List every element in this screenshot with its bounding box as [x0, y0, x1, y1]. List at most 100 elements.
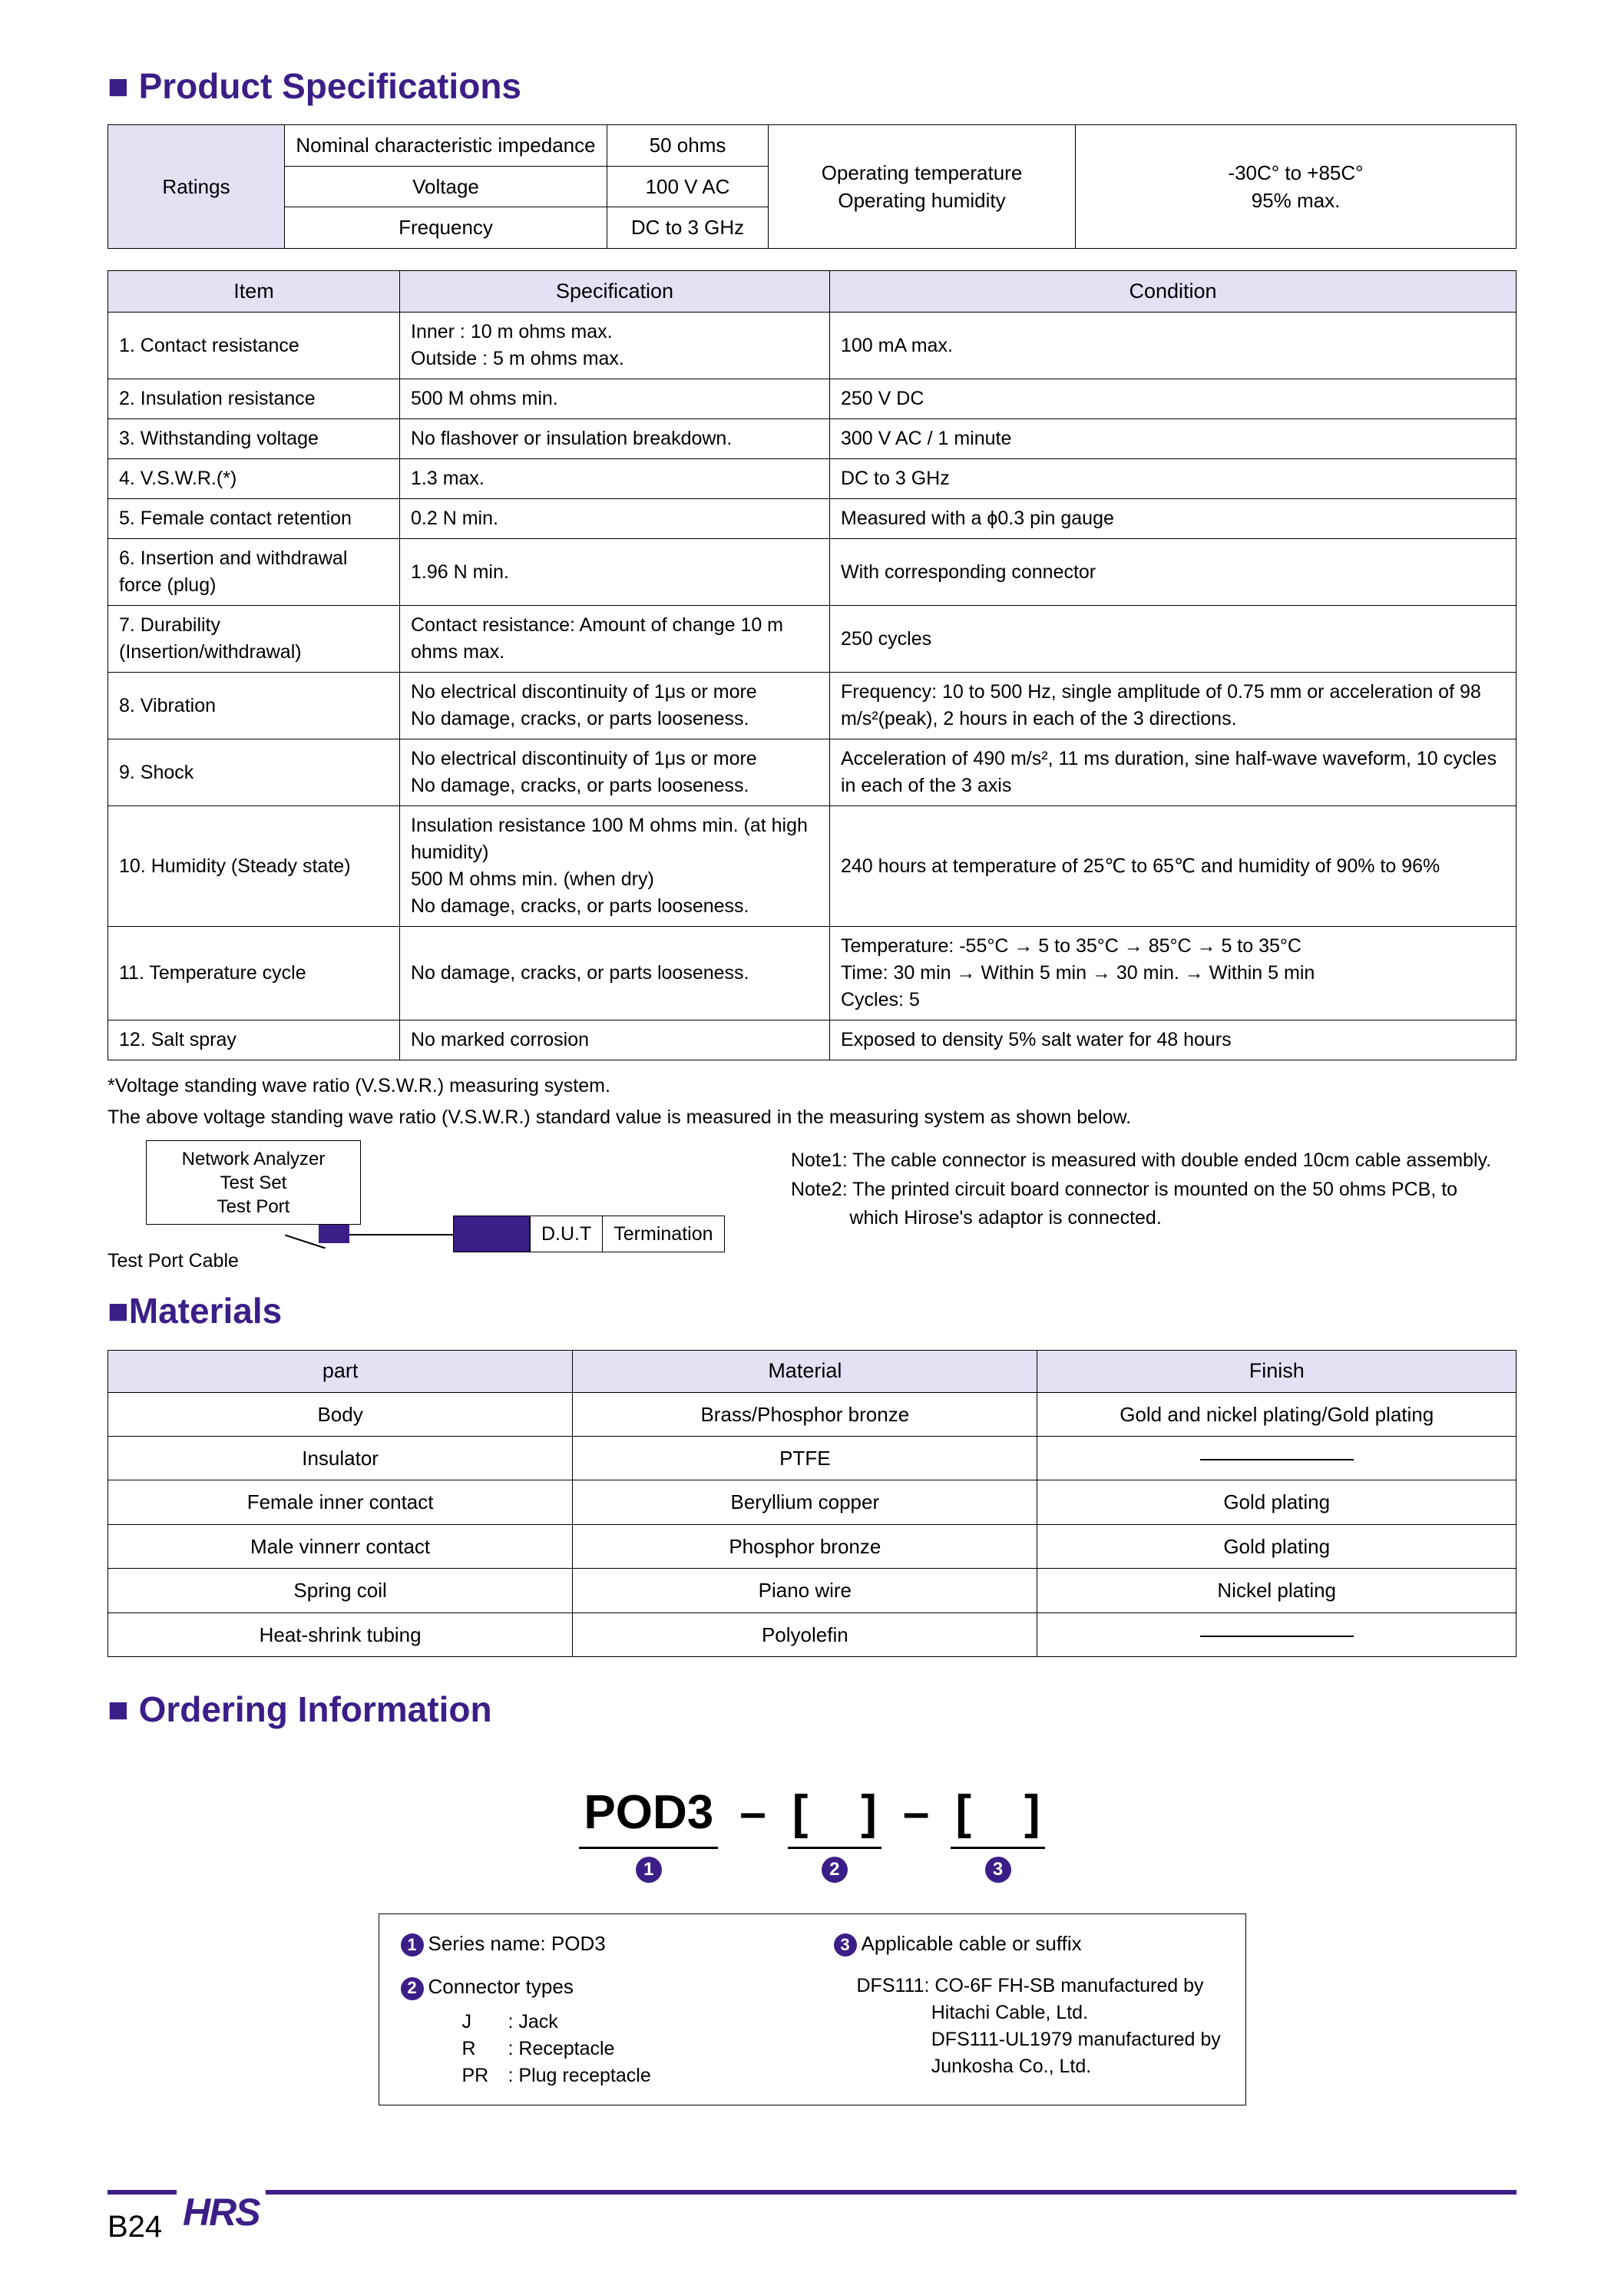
spec-item: 11. Temperature cycle	[108, 927, 400, 1020]
spec-item: 6. Insertion and withdrawal force (plug)	[108, 539, 400, 606]
spec-condition: 250 cycles	[830, 606, 1517, 673]
spec-row: 2. Insulation resistance500 M ohms min.2…	[108, 379, 1517, 419]
termination-label: Termination	[602, 1216, 723, 1252]
dut-box	[453, 1216, 530, 1252]
ratings-row-value: 100 V AC	[607, 166, 769, 207]
materials-row: Male vinnerr contactPhosphor bronzeGold …	[108, 1524, 1517, 1568]
legend-3: 3Applicable cable or suffix	[834, 1930, 1224, 1957]
ratings-env-label: Operating temperature Operating humidity	[769, 125, 1076, 248]
materials-material: Piano wire	[573, 1569, 1037, 1612]
spec-row: 4. V.S.W.R.(*)1.3 max.DC to 3 GHz	[108, 459, 1517, 499]
test-port-cable-label: Test Port Cable	[107, 1248, 239, 1275]
spec-specification: Inner : 10 m ohms max. Outside : 5 m ohm…	[400, 313, 830, 379]
spec-row: 11. Temperature cycleNo damage, cracks, …	[108, 927, 1517, 1020]
ord-dash: –	[739, 1780, 766, 1847]
spec-condition: Temperature: -55°C → 5 to 35°C → 85°C → …	[830, 927, 1517, 1020]
ord-series: POD3	[579, 1780, 718, 1849]
ord-circle-2: 2	[822, 1857, 848, 1883]
materials-material: Beryllium copper	[573, 1480, 1037, 1524]
hrs-logo: HRS	[177, 2185, 266, 2239]
ord-bracket-2: [ ]	[788, 1780, 881, 1849]
diagram-notes: Note1: The cable connector is measured w…	[791, 1140, 1491, 1233]
legend-1: 1Series name: POD3	[401, 1930, 791, 1957]
ord-type-row: R: Receptacle	[462, 2036, 791, 2062]
specs-table: Item Specification Condition 1. Contact …	[107, 270, 1517, 1061]
page-number: B24	[107, 2210, 162, 2244]
ratings-row-name: Frequency	[285, 207, 607, 248]
ord-cable-text: DFS111: CO-6F FH-SB manufactured by Hita…	[857, 1973, 1224, 2080]
spec-condition: DC to 3 GHz	[830, 459, 1517, 499]
port-square	[319, 1225, 349, 1243]
note-1: Note1: The cable connector is measured w…	[791, 1146, 1491, 1176]
ratings-row-value: DC to 3 GHz	[607, 207, 769, 248]
materials-finish: Gold and nickel plating/Gold plating	[1037, 1392, 1517, 1436]
spec-item: 9. Shock	[108, 739, 400, 806]
section-title-materials: ■Materials	[107, 1286, 1517, 1335]
materials-finish	[1037, 1612, 1517, 1656]
section-title-ordering: ■ Ordering Information	[107, 1685, 1517, 1734]
spec-specification: Insulation resistance 100 M ohms min. (a…	[400, 806, 830, 927]
spec-item: 4. V.S.W.R.(*)	[108, 459, 400, 499]
materials-finish: Gold plating	[1037, 1480, 1517, 1524]
materials-header-finish: Finish	[1037, 1350, 1517, 1392]
ordering-legend-box: 1Series name: POD3 2Connector types J: J…	[379, 1914, 1246, 2105]
ord-dash: –	[903, 1780, 929, 1847]
spec-row: 6. Insertion and withdrawal force (plug)…	[108, 539, 1517, 606]
ratings-row-name: Nominal characteristic impedance	[285, 125, 607, 166]
materials-finish: Nickel plating	[1037, 1569, 1517, 1612]
spec-condition: Measured with a ϕ0.3 pin gauge	[830, 499, 1517, 539]
spec-item: 7. Durability (Insertion/withdrawal)	[108, 606, 400, 673]
spec-condition: With corresponding connector	[830, 539, 1517, 606]
materials-row: InsulatorPTFE	[108, 1436, 1517, 1480]
ord-circle-3: 3	[985, 1857, 1011, 1883]
legend-2: 2Connector types	[401, 1973, 791, 2000]
measuring-diagram: Network Analyzer Test Set Test Port D.U.…	[107, 1140, 706, 1278]
materials-part: Insulator	[108, 1436, 573, 1480]
spec-condition: 250 V DC	[830, 379, 1517, 419]
ord-type-row: PR: Plug receptacle	[462, 2062, 791, 2089]
spec-item: 10. Humidity (Steady state)	[108, 806, 400, 927]
spec-condition: 100 mA max.	[830, 313, 1517, 379]
footnote-vswr-1: *Voltage standing wave ratio (V.S.W.R.) …	[107, 1073, 1517, 1100]
cable-line	[349, 1234, 453, 1235]
ord-circle-1: 1	[636, 1857, 662, 1883]
note-2a: Note2: The printed circuit board connect…	[791, 1176, 1491, 1205]
ratings-env-value: -30C° to +85C° 95% max.	[1076, 125, 1517, 248]
ord-bracket-3: [ ]	[951, 1780, 1044, 1849]
spec-row: 10. Humidity (Steady state)Insulation re…	[108, 806, 1517, 927]
materials-row: Female inner contactBeryllium copperGold…	[108, 1480, 1517, 1524]
footnote-vswr-2: The above voltage standing wave ratio (V…	[107, 1104, 1517, 1131]
spec-specification: Contact resistance: Amount of change 10 …	[400, 606, 830, 673]
spec-header-item: Item	[108, 270, 400, 313]
spec-specification: 0.2 N min.	[400, 499, 830, 539]
spec-specification: No flashover or insulation breakdown.	[400, 419, 830, 459]
spec-row: 7. Durability (Insertion/withdrawal)Cont…	[108, 606, 1517, 673]
spec-row: 3. Withstanding voltageNo flashover or i…	[108, 419, 1517, 459]
page-footer: HRS B24	[107, 2190, 1517, 2248]
spec-row: 12. Salt sprayNo marked corrosionExposed…	[108, 1020, 1517, 1060]
spec-item: 2. Insulation resistance	[108, 379, 400, 419]
ratings-row-value: 50 ohms	[607, 125, 769, 166]
materials-part: Body	[108, 1392, 573, 1436]
materials-material: Phosphor bronze	[573, 1524, 1037, 1568]
ord-type-row: J: Jack	[462, 2009, 791, 2036]
note-2b: which Hirose's adaptor is connected.	[791, 1204, 1491, 1233]
spec-item: 12. Salt spray	[108, 1020, 400, 1060]
spec-condition: 240 hours at temperature of 25℃ to 65℃ a…	[830, 806, 1517, 927]
materials-finish	[1037, 1436, 1517, 1480]
spec-specification: No marked corrosion	[400, 1020, 830, 1060]
materials-header-part: part	[108, 1350, 573, 1392]
spec-item: 8. Vibration	[108, 673, 400, 739]
materials-header-material: Material	[573, 1350, 1037, 1392]
ratings-label: Ratings	[108, 125, 285, 248]
ordering-formula: POD3 1 – [ ] 2 – [ ] 3 1Series name: POD…	[107, 1780, 1517, 2105]
diagram-row: Network Analyzer Test Set Test Port D.U.…	[107, 1140, 1517, 1278]
materials-material: Brass/Phosphor bronze	[573, 1392, 1037, 1436]
dut-label: D.U.T	[530, 1216, 602, 1252]
materials-part: Spring coil	[108, 1569, 573, 1612]
spec-condition: Frequency: 10 to 500 Hz, single amplitud…	[830, 673, 1517, 739]
spec-condition: 300 V AC / 1 minute	[830, 419, 1517, 459]
materials-row: Spring coilPiano wireNickel plating	[108, 1569, 1517, 1612]
spec-header-cond: Condition	[830, 270, 1517, 313]
spec-row: 1. Contact resistanceInner : 10 m ohms m…	[108, 313, 1517, 379]
